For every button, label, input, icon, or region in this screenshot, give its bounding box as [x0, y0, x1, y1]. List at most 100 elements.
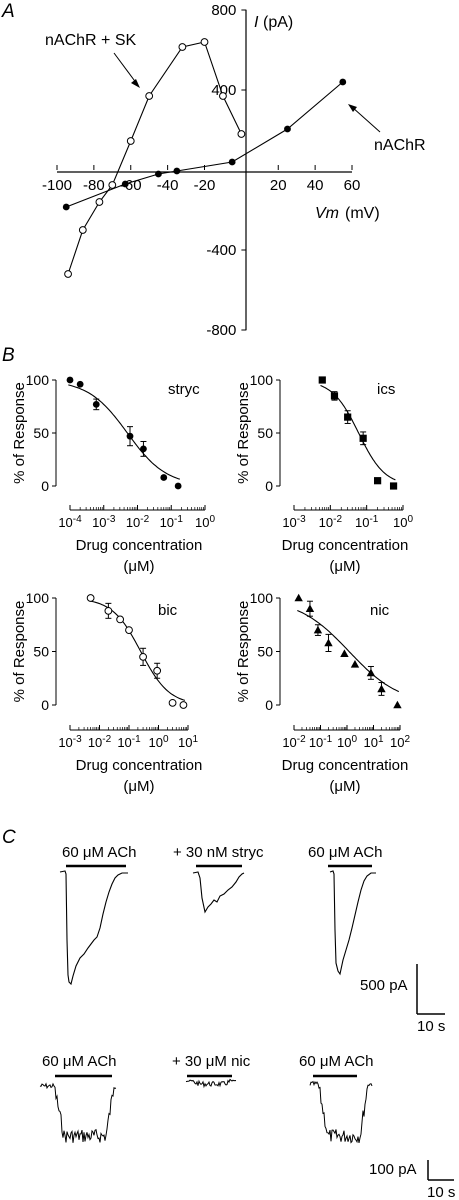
data-point	[389, 482, 398, 490]
y-tick-label: 100	[26, 372, 50, 388]
x-tick-label: 101	[178, 734, 198, 750]
data-point	[318, 376, 326, 384]
data-point	[305, 604, 315, 612]
iv-x-tick-label: 40	[307, 177, 324, 194]
trace-label-2-1: 60 μM ACh	[42, 1053, 117, 1070]
x-tick-label: 10-2	[319, 514, 343, 530]
x-tick-label: 10-3	[282, 514, 306, 530]
data-point-nachr	[228, 158, 236, 166]
trace-ach-4	[309, 1080, 373, 1144]
iv-x-tick-label: -40	[157, 177, 179, 194]
scale-label-amp-1: 500 pA	[360, 977, 408, 994]
data-point	[126, 432, 134, 440]
data-point	[116, 615, 125, 624]
drug-label-ics: ics	[377, 381, 395, 398]
arrow-nachr-head	[348, 104, 357, 112]
y-axis-label: % of Response	[11, 382, 28, 484]
x-tick-label: 100	[195, 514, 215, 530]
data-point	[344, 413, 352, 421]
data-point	[125, 626, 133, 634]
fit-curve	[297, 609, 400, 693]
x-tick-label: 10-1	[309, 734, 333, 750]
data-point	[340, 649, 349, 657]
x-tick-label: 101	[363, 734, 383, 750]
data-point-nachr-sk	[200, 38, 209, 46]
x-axis-label: Drug concentration	[76, 537, 203, 554]
x-tick-label: 10-2	[126, 514, 150, 530]
data-point	[377, 684, 386, 693]
iv-x-tick-label: -80	[83, 177, 105, 194]
x-axis-unit: (μM)	[123, 778, 154, 795]
trace-label-2-3: 60 μM ACh	[299, 1053, 374, 1070]
y-tick-label: 100	[250, 372, 274, 388]
drug-label-bic: bic	[158, 602, 178, 619]
fit-curve	[88, 600, 186, 701]
data-point	[359, 434, 367, 442]
drug-label-nic: nic	[370, 602, 390, 619]
data-point-nachr-sk	[237, 130, 246, 138]
trace-ach-1	[59, 870, 128, 986]
y-axis-label: % of Response	[235, 601, 252, 703]
trace-label-1-3: 60 μM ACh	[308, 844, 383, 861]
y-tick-label: 50	[33, 644, 49, 660]
iv-y-unit: (pA)	[263, 14, 293, 31]
x-tick-label: 10-1	[355, 514, 379, 530]
legend-nachr: nAChR	[374, 137, 426, 154]
trace-ach-3	[39, 1082, 117, 1143]
arrow-nachr	[351, 106, 381, 133]
y-tick-label: 0	[41, 478, 49, 494]
x-axis-label: Drug concentration	[76, 757, 203, 774]
x-tick-label: 10-2	[282, 734, 306, 750]
y-tick-label: 0	[265, 478, 273, 494]
x-axis-label: Drug concentration	[282, 757, 409, 774]
iv-y-tick-label: 800	[211, 2, 236, 19]
x-tick-label: 10-3	[92, 514, 116, 530]
iv-x-label: Vm	[315, 205, 339, 222]
x-axis-unit: (μM)	[123, 558, 154, 575]
data-point-nachr-sk	[78, 226, 87, 234]
y-tick-label: 100	[250, 590, 274, 606]
x-axis-label: Drug concentration	[282, 537, 409, 554]
x-tick-label: 10-2	[88, 734, 112, 750]
iv-y-tick-label: -400	[206, 242, 236, 259]
iv-x-tick-label: -100	[42, 177, 72, 194]
data-point-nachr	[284, 125, 291, 133]
x-tick-label: 102	[390, 734, 410, 750]
data-point	[174, 482, 182, 490]
data-point	[92, 400, 100, 408]
trace-ach-2	[329, 870, 376, 976]
data-point-nachr	[121, 180, 129, 188]
data-point	[330, 392, 339, 400]
y-axis-label: % of Response	[235, 382, 252, 484]
x-tick-label: 10-3	[58, 734, 82, 750]
data-point	[153, 666, 162, 675]
arrow-nachr-sk-head	[131, 79, 140, 88]
data-point	[168, 698, 177, 707]
y-tick-label: 50	[257, 425, 273, 441]
data-point	[366, 668, 376, 677]
iv-y-tick-label: -800	[206, 322, 236, 339]
trace-nic	[185, 1078, 237, 1089]
data-point	[374, 477, 382, 485]
data-point-nachr-sk	[108, 181, 117, 189]
y-tick-label: 0	[265, 697, 273, 713]
y-tick-label: 100	[26, 590, 50, 606]
data-point-nachr-sk	[145, 92, 154, 100]
data-point-nachr-sk	[126, 137, 135, 145]
data-point-nachr-sk	[219, 92, 227, 100]
iv-y-label: I	[254, 14, 259, 31]
data-point	[139, 652, 147, 661]
y-tick-label: 0	[41, 697, 49, 713]
data-point-nachr-sk	[95, 198, 104, 206]
y-axis-label: % of Response	[11, 601, 28, 703]
x-tick-label: 100	[148, 734, 168, 750]
drug-label-stryc: stryc	[168, 381, 200, 398]
data-point	[76, 380, 84, 388]
series-line-nachr-sk	[67, 41, 242, 275]
data-point-nachr-sk	[178, 43, 187, 51]
data-point	[140, 445, 147, 453]
data-point	[294, 593, 303, 602]
